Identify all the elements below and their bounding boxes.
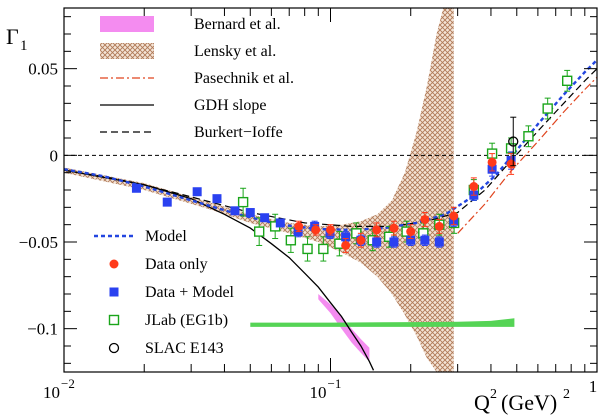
legend-top-item-label: Burkert−Ioffe — [194, 124, 283, 141]
legend: Bernard et al. Lensky et al. Pasechnik et … — [94, 16, 294, 357]
y-tick-label: −0.1 — [27, 320, 58, 339]
legend-bottom-item-swatch — [109, 259, 119, 269]
data-only-point — [341, 240, 351, 250]
jlab-point — [542, 103, 553, 114]
pasechnik-curve — [457, 76, 597, 234]
burkert-ioffe-curve — [64, 68, 597, 227]
data-only-point — [449, 211, 459, 221]
jlab-point — [285, 235, 297, 246]
jlab-point — [318, 243, 329, 255]
bernard-band — [318, 294, 370, 362]
x-axis-label: Q — [474, 390, 490, 415]
data-only-point — [326, 225, 335, 235]
legend-bottom-item-swatch — [109, 287, 119, 297]
legend-bottom-item-swatch — [108, 314, 120, 326]
data-only-point — [469, 182, 479, 192]
data-model-point — [192, 187, 202, 197]
curves-layer — [64, 59, 597, 371]
legend-top-item-swatch — [100, 16, 154, 32]
legend-bottom-item-label: Model — [145, 228, 187, 245]
axis-ticks: 0.050−0.05−0.110 −2 10 −1 1 — [19, 8, 598, 402]
x-axis-unit-superscript: 2 — [563, 387, 570, 402]
y-axis-label: Γ — [6, 24, 19, 49]
jlab-point — [237, 196, 249, 208]
legend-bottom-item-label: Data + Model — [145, 284, 235, 301]
data-only-point — [311, 225, 321, 235]
x-tick-label-exponent: −2 — [61, 376, 75, 391]
legend-bottom-item-label: JLab (EG1b) — [145, 312, 228, 329]
y-axis-title: Γ 1 — [6, 24, 28, 54]
slac-point — [508, 136, 519, 147]
jlab-point — [302, 243, 313, 255]
legend-bottom-item-swatch — [108, 342, 120, 354]
points-layer — [131, 69, 573, 262]
x-axis-unit: (GeV) — [501, 390, 557, 415]
y-axis-label-subscript: 1 — [20, 38, 28, 54]
legend-top-item-label: GDH slope — [194, 97, 266, 114]
data-only-point — [487, 157, 497, 167]
data-only-point — [434, 221, 444, 231]
data-model-point — [245, 208, 255, 218]
x-tick-label-exponent: −1 — [328, 376, 342, 391]
data-only-point — [372, 225, 382, 235]
data-only-point — [406, 227, 416, 237]
x-axis-label-superscript: 2 — [490, 387, 497, 402]
data-model-point — [389, 237, 399, 247]
data-model-point — [372, 237, 382, 247]
data-only-point — [356, 235, 366, 245]
data-model-point — [131, 183, 141, 193]
x-axis-title: Q 2 (GeV) 2 — [474, 387, 570, 415]
jlab-point — [523, 131, 534, 142]
legend-bottom-item-label: Data only — [145, 256, 208, 273]
y-tick-label: 0.05 — [28, 60, 58, 79]
data-model-point — [434, 237, 444, 247]
data-only-point — [420, 214, 430, 224]
data-model-point — [406, 235, 416, 245]
x-tick-label: 10 — [43, 383, 60, 402]
jlab-point — [253, 226, 265, 237]
x-tick-label: 1 — [589, 377, 598, 396]
y-tick-label: 0 — [50, 146, 59, 165]
plot-frame — [63, 7, 598, 373]
data-only-point — [506, 159, 516, 169]
data-model-point — [275, 218, 285, 228]
data-model-point — [420, 235, 430, 245]
data-model-point — [260, 213, 270, 223]
data-only-point — [294, 221, 304, 231]
legend-top-item-swatch — [100, 43, 154, 59]
data-model-point — [341, 232, 351, 242]
data-model-point — [162, 197, 172, 207]
legend-top-item-label: Pasechnik et al. — [194, 70, 294, 87]
data-model-point — [230, 206, 240, 216]
data-model-point — [212, 194, 222, 204]
x-tick-label: 10 — [310, 383, 327, 402]
y-tick-label: −0.05 — [19, 233, 58, 252]
model-curve — [64, 59, 597, 232]
jlab-systematic-band — [250, 318, 515, 327]
bands-layer — [64, 8, 515, 372]
legend-top-item-label: Lensky et al. — [194, 43, 276, 60]
data-only-point — [389, 223, 399, 233]
legend-top-item-label: Bernard et al. — [194, 16, 281, 33]
jlab-point — [561, 75, 573, 87]
legend-bottom-item-label: SLAC E143 — [145, 340, 224, 357]
